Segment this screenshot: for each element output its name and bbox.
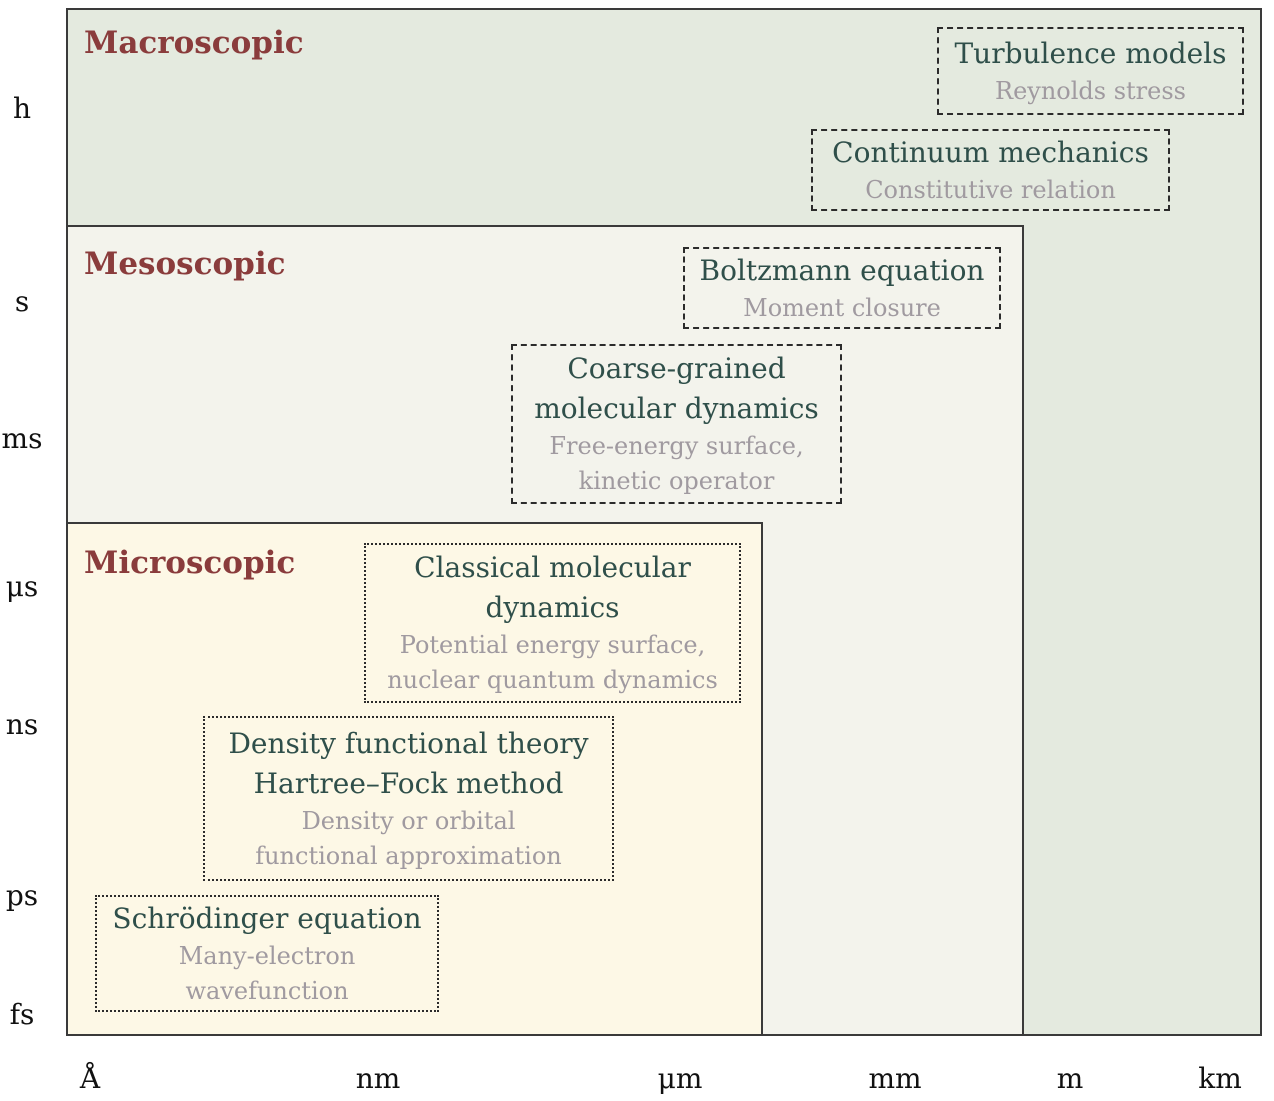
classical-md-subtitle-line1: Potential energy surface, xyxy=(399,631,706,659)
length-tick-mm: mm xyxy=(868,1062,922,1095)
time-tick-us: μs xyxy=(5,570,39,603)
coarse-grained-md-subtitle-line2: kinetic operator xyxy=(578,467,775,495)
dft-subtitle-line2: functional approximation xyxy=(255,841,562,870)
continuum-mechanics-title: Continuum mechanics xyxy=(832,135,1149,169)
schrodinger-equation-title: Schrödinger equation xyxy=(112,901,422,935)
microscopic-title: Microscopic xyxy=(84,545,296,581)
schrodinger-equation-subtitle-line1: Many-electron xyxy=(178,941,356,970)
length-tick-angstrom: Å xyxy=(79,1062,101,1095)
dft-title-line2: Hartree–Fock method xyxy=(253,766,564,800)
length-tick-um: μm xyxy=(657,1062,703,1095)
schrodinger-equation-subtitle-line2: wavefunction xyxy=(185,976,349,1005)
dft-title-line1: Density functional theory xyxy=(228,726,589,760)
time-tick-ps: ps xyxy=(5,879,39,912)
classical-md-box: Classical molecular dynamics Potential e… xyxy=(364,543,741,703)
continuum-mechanics-box: Continuum mechanics Constitutive relatio… xyxy=(811,129,1170,211)
macroscopic-title: Macroscopic xyxy=(84,25,304,61)
classical-md-subtitle-line2: nuclear quantum dynamics xyxy=(387,666,718,694)
coarse-grained-md-title-line1: Coarse-grained xyxy=(567,352,786,385)
coarse-grained-md-box: Coarse-grained molecular dynamics Free-e… xyxy=(511,344,842,504)
length-tick-nm: nm xyxy=(355,1062,401,1095)
coarse-grained-md-subtitle-line1: Free-energy surface, xyxy=(549,432,804,460)
mesoscopic-title: Mesoscopic xyxy=(84,246,286,282)
time-tick-fs: fs xyxy=(9,998,35,1031)
turbulence-models-box: Turbulence models Reynolds stress xyxy=(937,27,1244,115)
turbulence-models-title: Turbulence models xyxy=(954,36,1227,70)
time-tick-h: h xyxy=(12,92,32,125)
length-tick-km: km xyxy=(1198,1062,1242,1095)
boltzmann-equation-subtitle: Moment closure xyxy=(743,293,941,322)
schrodinger-equation-box: Schrödinger equation Many-electron wavef… xyxy=(95,895,439,1012)
dft-box: Density functional theory Hartree–Fock m… xyxy=(203,716,614,881)
time-tick-s: s xyxy=(14,285,30,318)
time-tick-ms: ms xyxy=(1,422,43,455)
boltzmann-equation-title: Boltzmann equation xyxy=(699,253,985,287)
time-tick-ns: ns xyxy=(5,708,39,741)
continuum-mechanics-subtitle: Constitutive relation xyxy=(865,175,1116,204)
classical-md-title-line1: Classical molecular xyxy=(414,551,691,584)
dft-subtitle-line1: Density or orbital xyxy=(301,806,516,835)
length-tick-m: m xyxy=(1056,1062,1084,1095)
turbulence-models-subtitle: Reynolds stress xyxy=(995,76,1186,105)
boltzmann-equation-box: Boltzmann equation Moment closure xyxy=(683,247,1001,329)
coarse-grained-md-title-line2: molecular dynamics xyxy=(534,392,819,425)
microscopic-region: Microscopic xyxy=(66,522,763,1036)
classical-md-title-line2: dynamics xyxy=(485,591,620,624)
